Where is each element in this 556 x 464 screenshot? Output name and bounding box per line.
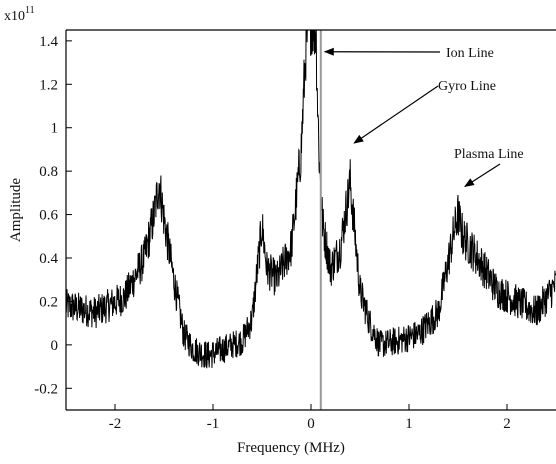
y-tick-label: 0.8 (39, 164, 58, 180)
annotation-label: Ion Line (446, 46, 494, 61)
y-tick-label: 1.2 (39, 77, 58, 93)
y-tick-label: 0.6 (39, 208, 58, 224)
y-tick-label: 0.4 (39, 251, 58, 267)
annotation-arrow (354, 86, 438, 143)
y-tick-label: -0.2 (34, 381, 58, 397)
y-tick-label: 1 (51, 121, 59, 137)
y-tick-label: 0.2 (39, 294, 58, 310)
y-tick-label: 1.4 (39, 34, 58, 50)
labels: -2 -1 0 1 2 -0.2 0 0.2 0.4 0.6 0.8 1 1.2 1.4 Frequency… (4, 5, 511, 456)
x-axis-title: Frequency (MHz) (237, 440, 345, 456)
annotations: Ion Line Gyro Line Plasma Line (325, 46, 524, 187)
annotation-label: Plasma Line (454, 147, 524, 162)
x-tick-label: 2 (503, 416, 511, 432)
x-tick-label: -1 (207, 416, 220, 432)
y-axis-title: Amplitude (8, 178, 24, 243)
y-tick-label: 0 (51, 338, 59, 354)
y-exponent-label: x1011 (4, 5, 35, 24)
annotation-arrow (465, 164, 500, 187)
x-tick-label: 1 (405, 416, 413, 432)
annotation-label: Gyro Line (438, 79, 496, 94)
plot-area (66, 0, 556, 410)
x-tick-label: -2 (109, 416, 122, 432)
x-tick-label: 0 (307, 416, 315, 432)
